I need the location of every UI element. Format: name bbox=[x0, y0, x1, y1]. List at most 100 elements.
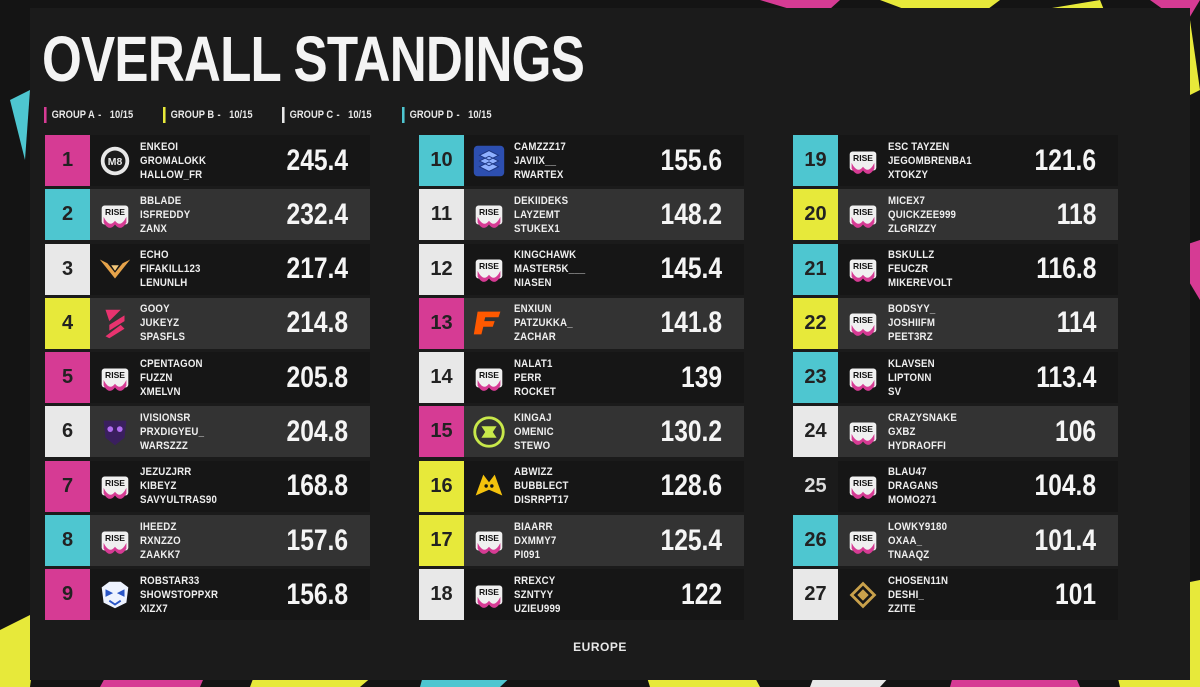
svg-text:RISE: RISE bbox=[853, 370, 873, 380]
player-name: LAYZEMT bbox=[514, 208, 561, 221]
rise-logo-icon: RISE bbox=[101, 368, 129, 391]
rise-logo-icon: RISE bbox=[101, 205, 129, 228]
player-list: KINGAJ OMENIC STEWO bbox=[514, 411, 620, 453]
player-name: JOSHIIFM bbox=[888, 317, 936, 330]
group-label: GROUP A bbox=[51, 109, 95, 121]
player-name: MASTER5K___ bbox=[514, 263, 586, 276]
svg-text:RISE: RISE bbox=[479, 587, 499, 597]
team-score: 145.4 bbox=[660, 252, 722, 286]
rank-badge: 17 bbox=[419, 515, 464, 567]
standing-row: 2 RISE BBLADE ISFREDDY ZANX 232.4 bbox=[45, 189, 370, 241]
team-score: 205.8 bbox=[286, 360, 348, 394]
player-name: MICEX7 bbox=[888, 194, 926, 207]
player-name: BLAU47 bbox=[888, 466, 927, 479]
player-name: NIASEN bbox=[514, 277, 552, 290]
svg-text:RISE: RISE bbox=[105, 533, 125, 543]
group-separator: - bbox=[336, 109, 340, 121]
player-name: PERR bbox=[514, 371, 542, 384]
group-color-bar bbox=[401, 107, 405, 123]
standing-row: 8 RISE IHEEDZ RXNZZO ZAAKK7 157.6 bbox=[45, 515, 370, 567]
player-list: CPENTAGON FUZZN XMELVN bbox=[140, 357, 246, 399]
rise-logo-icon: RISE bbox=[101, 476, 129, 500]
team-score: 141.8 bbox=[660, 306, 722, 340]
player-list: ENKEOI GROMALOKK HALLOW_FR bbox=[140, 140, 246, 182]
player-name: FUZZN bbox=[140, 371, 173, 384]
player-name: FIFAKILL123 bbox=[140, 263, 201, 276]
standing-row: 17 RISE BIAARR DXMMY7 PI091 125.4 bbox=[419, 515, 744, 567]
group-color-bar bbox=[282, 107, 285, 123]
player-list: IHEEDZ RXNZZO ZAAKK7 bbox=[140, 520, 246, 562]
standing-row: 22 RISE BODSYY_ JOSHIIFM PEET3RZ 114 bbox=[793, 297, 1118, 349]
player-list: NALAT1 PERR ROCKET bbox=[514, 357, 620, 399]
rank-badge: 22 bbox=[793, 297, 838, 349]
standing-row: 20 RISE MICEX7 QUICKZEE999 ZLGRIZZY 118 bbox=[793, 189, 1118, 241]
team-logo: M8 bbox=[90, 135, 140, 186]
skull-logo-icon bbox=[103, 420, 127, 446]
player-name: CHOSEN11N bbox=[888, 574, 949, 587]
rise-logo-icon: RISE bbox=[849, 531, 877, 554]
standing-row: 26 RISE LOWKY9180 OXAA_ TNAAQZ 101.4 bbox=[793, 515, 1118, 567]
player-name: PRXDIGYEU_ bbox=[140, 425, 205, 438]
page-title: OVERALL STANDINGS bbox=[42, 23, 585, 95]
rise-logo-icon: RISE bbox=[849, 476, 877, 500]
rank-badge: 15 bbox=[419, 406, 464, 458]
team-logo: RISE bbox=[838, 515, 888, 566]
player-list: RREXCY SZNTYY UZIEU999 bbox=[514, 574, 620, 616]
player-name: ZZITE bbox=[888, 602, 916, 615]
player-name: SZNTYY bbox=[514, 588, 554, 601]
team-score: 232.4 bbox=[286, 197, 348, 231]
standing-row: 1 M8 ENKEOI GROMALOKK HALLOW_FR 245.4 bbox=[45, 135, 370, 186]
player-name: ABWIZZ bbox=[514, 466, 553, 479]
svg-text:RISE: RISE bbox=[479, 261, 499, 271]
team-score: 106 bbox=[1054, 414, 1096, 448]
team-score: 157.6 bbox=[286, 523, 348, 557]
group-date: 10/15 bbox=[348, 109, 372, 121]
player-name: ZAAKK7 bbox=[140, 548, 181, 561]
player-name: ZANX bbox=[140, 222, 168, 235]
standings-column-2: 10 CAMZZZ17 JAVIIX__ RWARTEX 155.6 11 RISE DEKI… bbox=[419, 135, 744, 624]
rank-badge: 12 bbox=[419, 243, 464, 295]
team-score: 101 bbox=[1054, 577, 1096, 611]
player-name: ISFREDDY bbox=[140, 208, 191, 221]
team-logo bbox=[464, 406, 514, 457]
svg-text:RISE: RISE bbox=[853, 533, 873, 543]
rank-badge: 25 bbox=[793, 460, 838, 512]
player-list: BODSYY_ JOSHIIFM PEET3RZ bbox=[888, 302, 994, 344]
svg-text:RISE: RISE bbox=[479, 207, 499, 217]
team-logo: RISE bbox=[90, 189, 140, 240]
rise-logo-icon: RISE bbox=[475, 585, 503, 608]
player-name: ENXIUN bbox=[514, 303, 552, 316]
team-score: 245.4 bbox=[286, 143, 348, 177]
player-list: CAMZZZ17 JAVIIX__ RWARTEX bbox=[514, 140, 620, 182]
team-score: 168.8 bbox=[286, 469, 348, 503]
rank-badge: 5 bbox=[45, 352, 90, 404]
group-legend: GROUP A -10/15 GROUP B -10/15 GROUP C -10/15 G… bbox=[44, 106, 521, 124]
player-list: IVISIONSR PRXDIGYEU_ WARSZZZ bbox=[140, 411, 246, 453]
rank-badge: 24 bbox=[793, 406, 838, 458]
player-name: HALLOW_FR bbox=[140, 168, 203, 181]
standings-column-1: 1 M8 ENKEOI GROMALOKK HALLOW_FR 245.4 2 RISE BBL… bbox=[45, 135, 370, 624]
svg-text:M8: M8 bbox=[108, 156, 123, 167]
group-separator: - bbox=[456, 109, 460, 121]
player-name: GROMALOKK bbox=[140, 154, 207, 167]
svg-text:RISE: RISE bbox=[853, 207, 873, 217]
svg-text:RISE: RISE bbox=[105, 207, 125, 217]
player-list: CHOSEN11N DESHI_ ZZITE bbox=[888, 574, 994, 616]
player-name: BODSYY_ bbox=[888, 303, 936, 316]
player-list: ESC TAYZEN JEGOMBRENBA1 XTOKZY bbox=[888, 140, 994, 182]
chevron-logo-icon bbox=[849, 581, 877, 609]
player-list: CRAZYSNAKE GXBZ HYDRAOFFI bbox=[888, 411, 994, 453]
svg-text:RISE: RISE bbox=[105, 370, 125, 380]
group-separator: - bbox=[98, 109, 102, 121]
player-name: PEET3RZ bbox=[888, 331, 933, 344]
svg-text:RISE: RISE bbox=[479, 370, 499, 380]
rank-badge: 21 bbox=[793, 243, 838, 295]
team-score: 217.4 bbox=[286, 252, 348, 286]
player-list: BIAARR DXMMY7 PI091 bbox=[514, 520, 620, 562]
rank-badge: 27 bbox=[793, 569, 838, 621]
standing-row: 13 ENXIUN PATZUKKA_ ZACHAR 141.8 bbox=[419, 297, 744, 349]
fnatic-logo-icon bbox=[473, 311, 501, 335]
player-list: ENXIUN PATZUKKA_ ZACHAR bbox=[514, 302, 620, 344]
standing-row: 4 GOOY JUKEYZ SPASFLS 214.8 bbox=[45, 297, 370, 349]
rank-badge: 7 bbox=[45, 460, 90, 512]
